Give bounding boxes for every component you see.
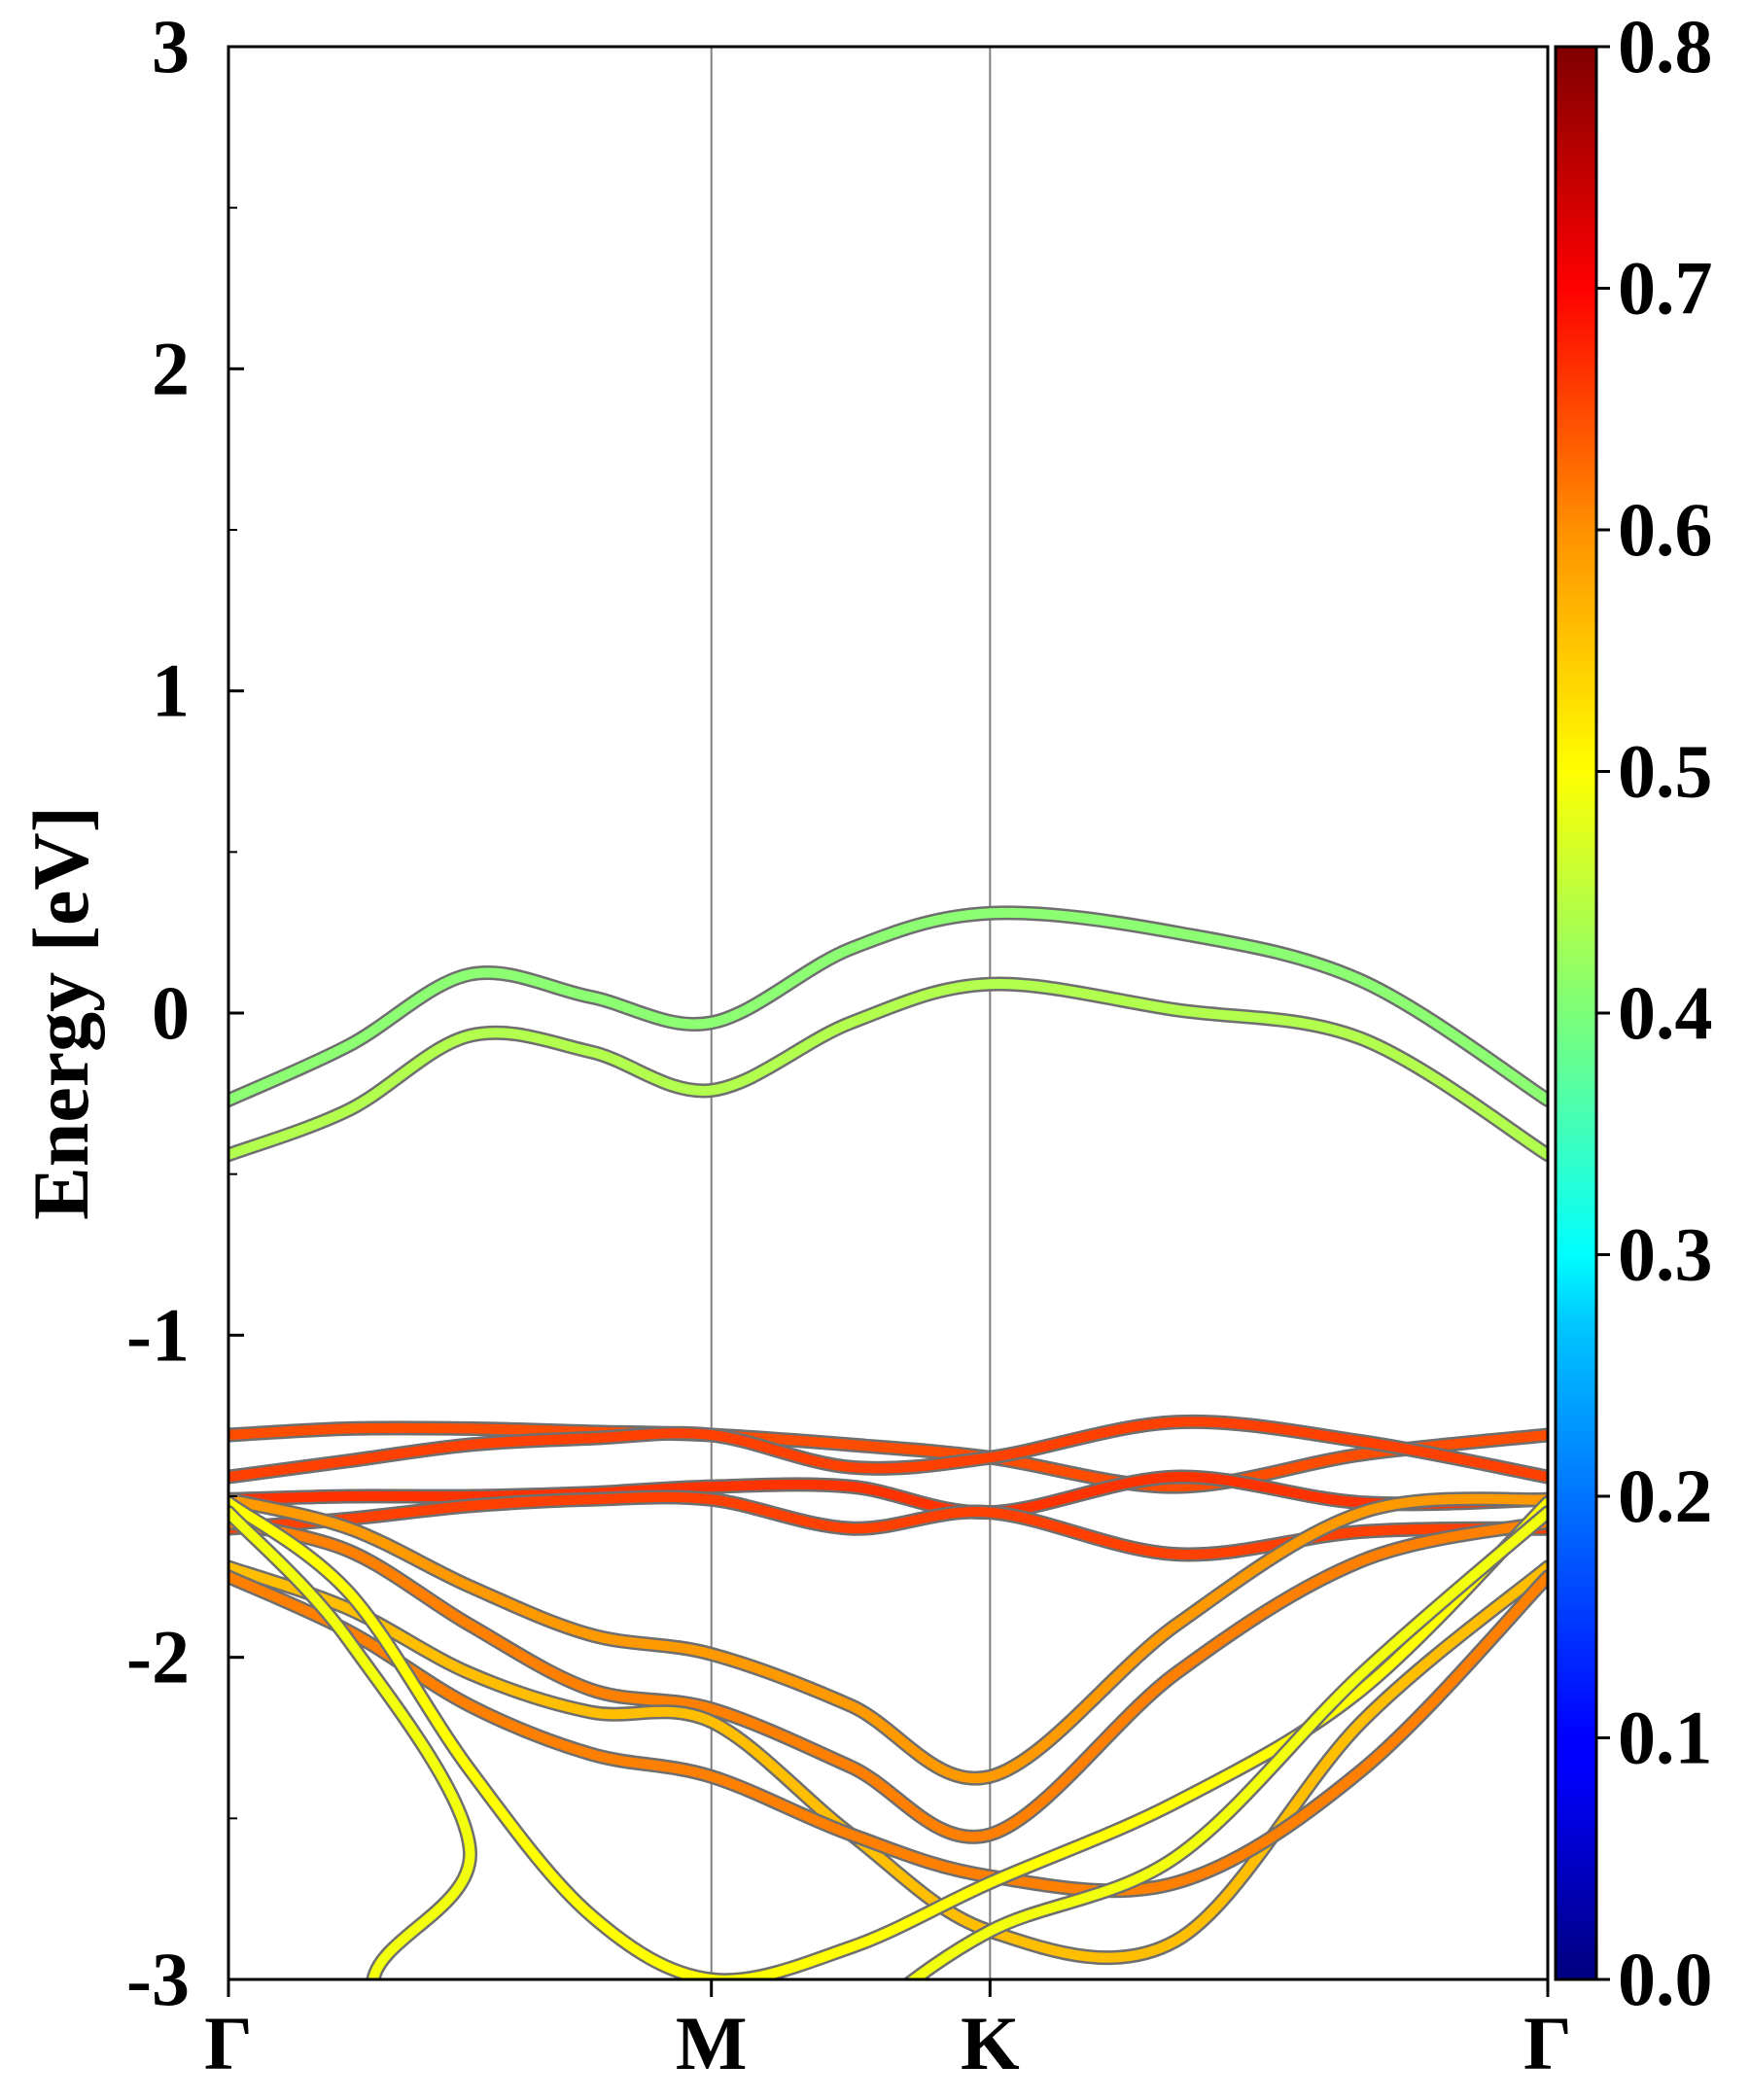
band-line	[228, 1493, 1548, 1784]
band-line	[228, 907, 1548, 1105]
colorbar-tick-label: 0.3	[1618, 1212, 1713, 1297]
colorbar-tick-label: 0.0	[1618, 1937, 1713, 2021]
colorbar	[1554, 45, 1598, 1981]
y-tick-label: 0	[152, 970, 190, 1055]
y-tick-label: -2	[126, 1615, 190, 1699]
colorbar-tick-label: 0.7	[1618, 246, 1713, 331]
colorbar-axis: 0.0 0.1 0.2 0.3 0.4 0.5 0.6 0.7 0.8	[1596, 4, 1713, 2021]
x-tick-label: M	[676, 2001, 748, 2085]
y-tick-label: 1	[152, 648, 190, 733]
band-line	[228, 1507, 1548, 1979]
colorbar-tick-label: 0.2	[1618, 1453, 1713, 1538]
colorbar-tick-label: 0.4	[1618, 970, 1713, 1055]
band-line	[228, 1417, 1548, 1483]
y-axis: -3 -2 -1 0 1 2 3	[126, 4, 244, 2021]
x-tick-label: K	[961, 2001, 1020, 2085]
x-tick-label: Γ	[1523, 2001, 1572, 2085]
band-line	[228, 1422, 1548, 1492]
y-tick-label: 3	[152, 4, 190, 88]
colorbar-tick-label: 0.1	[1618, 1696, 1713, 1780]
band-lines	[228, 905, 1548, 1979]
y-tick-label: -3	[126, 1937, 190, 2021]
colorbar-tick-label: 0.5	[1618, 729, 1713, 814]
x-tick-label: Γ	[204, 2001, 253, 2085]
colorbar-tick-label: 0.6	[1618, 487, 1713, 572]
band-line	[228, 1571, 1548, 1896]
y-tick-label: 2	[152, 326, 190, 410]
band-line	[228, 1517, 1548, 1842]
band-line	[228, 979, 1548, 1160]
y-axis-label: Energy [eV]	[17, 806, 105, 1220]
band-line	[228, 1472, 1548, 1518]
y-tick-label: -1	[126, 1292, 190, 1377]
colorbar-tick-label: 0.8	[1618, 4, 1713, 88]
